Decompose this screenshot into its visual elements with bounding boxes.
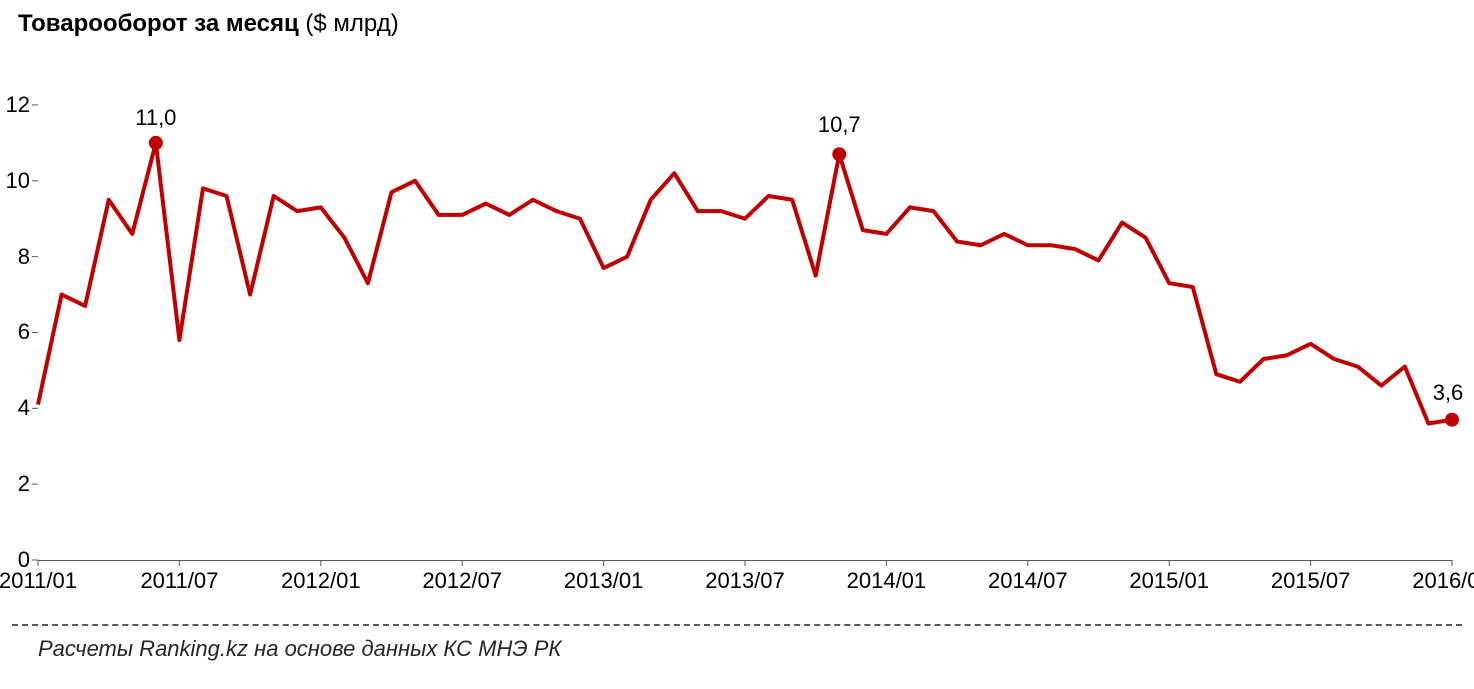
separator-line bbox=[12, 624, 1462, 626]
x-tick-label: 2013/07 bbox=[705, 568, 785, 594]
chart-title: Товарооборот за месяц ($ млрд) bbox=[18, 10, 399, 38]
chart-svg bbox=[38, 86, 1452, 560]
y-tick-label: 8 bbox=[18, 244, 30, 270]
chart-title-bold: Товарооборот за месяц bbox=[18, 10, 299, 37]
y-tick-label: 2 bbox=[18, 471, 30, 497]
data-point-label: 3,6 bbox=[1433, 380, 1464, 406]
x-axis-labels: 2011/012011/072012/012012/072013/012013/… bbox=[38, 568, 1452, 598]
chart-title-unit: ($ млрд) bbox=[305, 10, 398, 37]
x-tick-label: 2015/07 bbox=[1271, 568, 1351, 594]
x-tick-label: 2012/01 bbox=[281, 568, 361, 594]
y-axis-labels: 024681012 bbox=[0, 86, 38, 560]
chart-container: Товарооборот за месяц ($ млрд) 024681012… bbox=[0, 0, 1474, 689]
plot-area: 11,010,73,6 bbox=[38, 86, 1452, 560]
data-point-label: 11,0 bbox=[135, 105, 176, 131]
x-tick-label: 2014/01 bbox=[847, 568, 927, 594]
data-point-label: 10,7 bbox=[818, 112, 861, 138]
y-tick-label: 10 bbox=[6, 168, 30, 194]
x-tick-label: 2015/01 bbox=[1129, 568, 1209, 594]
y-tick-label: 4 bbox=[18, 395, 30, 421]
x-tick-label: 2014/07 bbox=[988, 568, 1068, 594]
x-tick-label: 2016/01 bbox=[1412, 568, 1474, 594]
x-tick-label: 2013/01 bbox=[564, 568, 644, 594]
x-tick-label: 2012/07 bbox=[422, 568, 502, 594]
y-tick-label: 6 bbox=[18, 319, 30, 345]
x-tick-label: 2011/01 bbox=[0, 568, 77, 594]
y-tick-label: 12 bbox=[6, 92, 30, 118]
x-tick-label: 2011/07 bbox=[140, 568, 218, 594]
source-note: Расчеты Ranking.kz на основе данных КС М… bbox=[38, 636, 561, 662]
